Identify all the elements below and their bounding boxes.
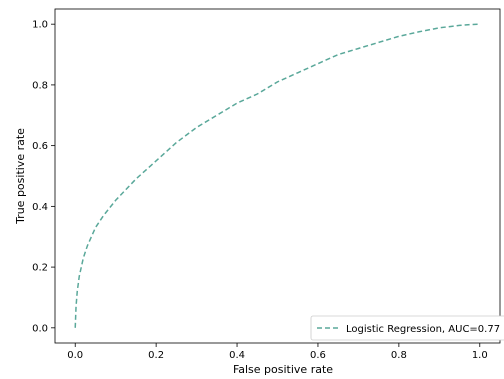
y-tick-label: 0.6 [32,141,48,152]
y-axis-title: True positive rate [14,128,27,225]
x-tick-label: 0.2 [148,350,164,361]
roc-curve-line [74,23,480,328]
legend-box [310,315,504,341]
y-tick-label: 0.0 [32,323,48,334]
x-tick-label: 1.0 [472,350,488,361]
y-tick-label: 0.8 [32,80,48,91]
x-tick-label: 0.8 [391,350,407,361]
y-axis-ticks: 0.0 0.2 0.4 0.6 0.8 1.0 [32,20,55,334]
y-tick-label: 0.4 [32,202,48,213]
legend: Logistic Regression, AUC=0.77 [310,315,504,341]
legend-label: Logistic Regression, AUC=0.77 [346,324,500,335]
x-tick-label: 0.0 [67,350,83,361]
x-tick-label: 0.4 [229,350,245,361]
x-tick-label: 0.6 [310,350,326,361]
x-axis-title: False positive rate [233,363,333,376]
series-layer [74,23,480,328]
y-tick-label: 1.0 [32,20,48,31]
plot-frame [54,8,501,344]
x-axis-ticks: 0.0 0.2 0.4 0.6 0.8 1.0 [67,343,488,361]
y-tick-label: 0.2 [32,263,48,274]
